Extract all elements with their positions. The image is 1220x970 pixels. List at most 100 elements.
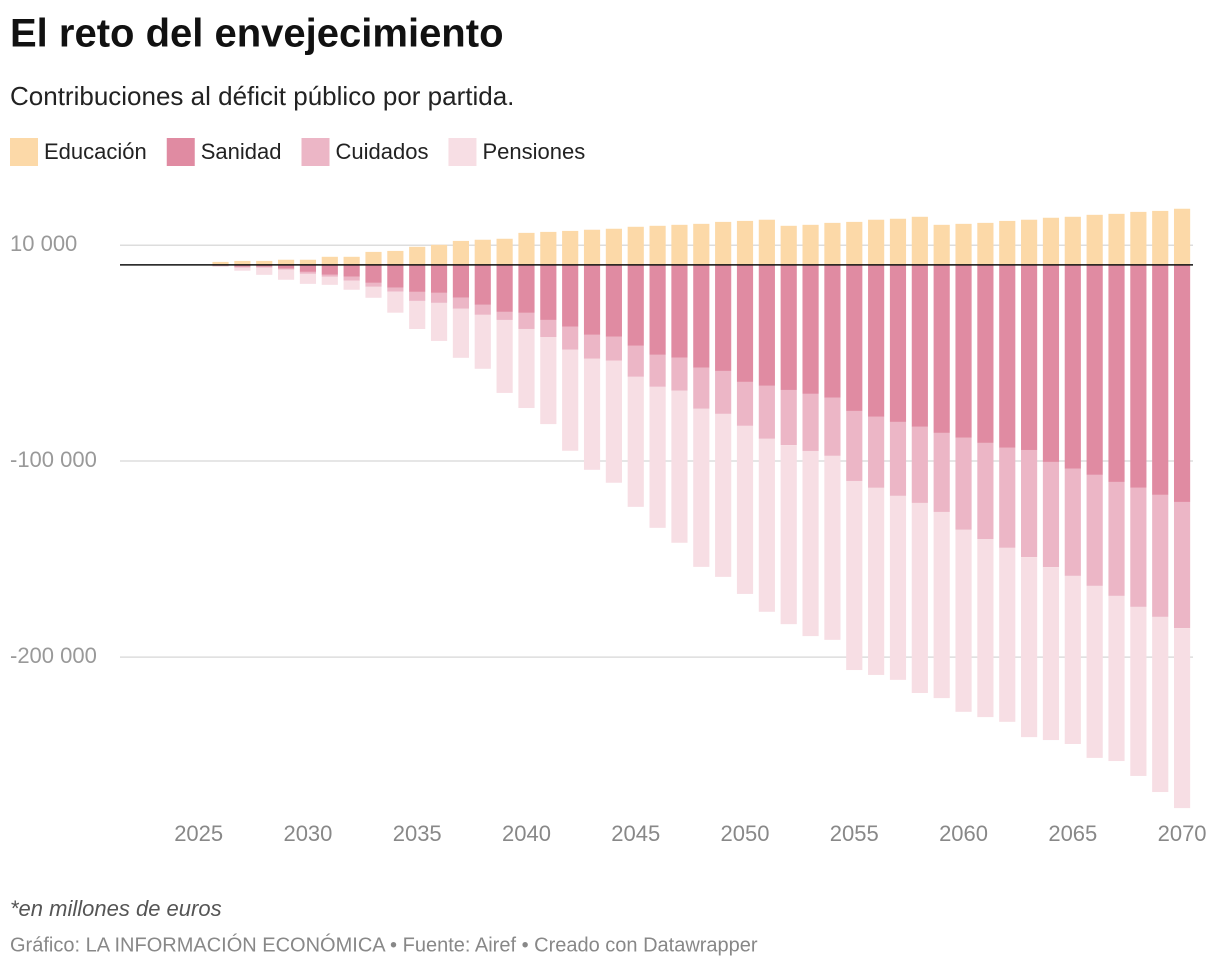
bar bbox=[1108, 213, 1125, 265]
bar bbox=[583, 264, 601, 335]
bar bbox=[343, 264, 360, 277]
bar bbox=[955, 264, 972, 438]
bar bbox=[299, 271, 317, 274]
bar bbox=[256, 266, 273, 268]
bar bbox=[452, 308, 469, 358]
bar bbox=[889, 218, 907, 265]
bar bbox=[649, 354, 666, 387]
bar bbox=[234, 260, 251, 265]
bar bbox=[1042, 461, 1060, 568]
bar bbox=[1108, 264, 1125, 482]
x-tick-label: 2035 bbox=[393, 821, 442, 846]
bar bbox=[802, 224, 819, 265]
bar bbox=[627, 264, 644, 346]
bar bbox=[212, 261, 229, 265]
bar bbox=[977, 442, 994, 540]
bar bbox=[868, 219, 885, 265]
bar bbox=[277, 269, 295, 280]
bar bbox=[758, 219, 775, 265]
bar bbox=[736, 425, 754, 594]
bar bbox=[736, 264, 754, 382]
bar bbox=[736, 381, 754, 426]
legend-swatch bbox=[10, 138, 38, 166]
bar bbox=[605, 264, 622, 337]
bar bbox=[1130, 264, 1147, 488]
x-tick-label: 2030 bbox=[283, 821, 332, 846]
bar bbox=[1021, 219, 1038, 265]
bar bbox=[780, 225, 797, 265]
x-tick-label: 2055 bbox=[830, 821, 879, 846]
bar bbox=[605, 336, 622, 361]
x-tick-label: 2070 bbox=[1158, 821, 1207, 846]
source: Gráfico: LA INFORMACIÓN ECONÓMICA • Fuen… bbox=[10, 933, 758, 956]
bar bbox=[1152, 494, 1169, 617]
bar bbox=[365, 251, 382, 265]
bar bbox=[780, 264, 797, 390]
bar bbox=[715, 221, 732, 265]
bar bbox=[299, 273, 317, 284]
bar bbox=[1152, 210, 1169, 265]
bar bbox=[999, 547, 1016, 722]
bar bbox=[1108, 595, 1125, 762]
bar bbox=[868, 264, 885, 417]
bar bbox=[671, 390, 688, 543]
bar bbox=[518, 264, 535, 313]
bar bbox=[234, 264, 251, 267]
bar bbox=[1086, 264, 1103, 475]
bar bbox=[277, 259, 295, 265]
bar bbox=[474, 264, 491, 305]
bar bbox=[343, 256, 360, 265]
bar bbox=[321, 256, 338, 265]
bar bbox=[583, 229, 601, 265]
bar bbox=[955, 437, 972, 530]
bar bbox=[977, 222, 994, 265]
bar bbox=[430, 264, 448, 293]
bar bbox=[1064, 264, 1081, 469]
x-tick-label: 2060 bbox=[939, 821, 988, 846]
bar bbox=[496, 238, 513, 265]
bar bbox=[1173, 501, 1191, 629]
bar bbox=[409, 291, 426, 301]
bar bbox=[715, 413, 732, 577]
x-tick-label: 2025 bbox=[174, 821, 223, 846]
bar bbox=[387, 291, 404, 313]
bar bbox=[1152, 264, 1169, 495]
bar bbox=[824, 455, 841, 640]
bar bbox=[365, 286, 382, 298]
bar bbox=[889, 495, 907, 680]
chart-subtitle: Contribuciones al déficit público por pa… bbox=[10, 81, 514, 111]
bar bbox=[277, 268, 295, 270]
bar bbox=[1173, 264, 1191, 502]
bar bbox=[1064, 575, 1081, 744]
bar bbox=[496, 264, 513, 312]
bar bbox=[1042, 217, 1060, 265]
bar bbox=[409, 300, 426, 329]
bar bbox=[846, 480, 863, 671]
bar bbox=[671, 224, 688, 265]
bar bbox=[1130, 487, 1147, 607]
y-tick-label: -100 000 bbox=[10, 447, 97, 472]
bar bbox=[649, 264, 666, 355]
bar bbox=[234, 267, 251, 271]
bar bbox=[846, 410, 863, 481]
bar bbox=[452, 297, 469, 309]
bar bbox=[933, 511, 950, 699]
y-tick-label: 10 000 bbox=[10, 231, 77, 256]
bar bbox=[365, 282, 382, 287]
bar bbox=[1042, 567, 1060, 741]
bar bbox=[299, 264, 317, 272]
bar bbox=[889, 421, 907, 496]
bar bbox=[999, 220, 1016, 265]
bar bbox=[802, 393, 819, 451]
x-tick-label: 2065 bbox=[1048, 821, 1097, 846]
bar bbox=[802, 450, 819, 637]
bar bbox=[1152, 616, 1169, 793]
bar bbox=[496, 311, 513, 320]
bar bbox=[1021, 264, 1038, 450]
bar bbox=[409, 264, 426, 292]
bar bbox=[605, 360, 622, 483]
bar bbox=[846, 221, 863, 265]
bar bbox=[1064, 216, 1081, 265]
bar bbox=[627, 345, 644, 377]
bar bbox=[955, 529, 972, 712]
